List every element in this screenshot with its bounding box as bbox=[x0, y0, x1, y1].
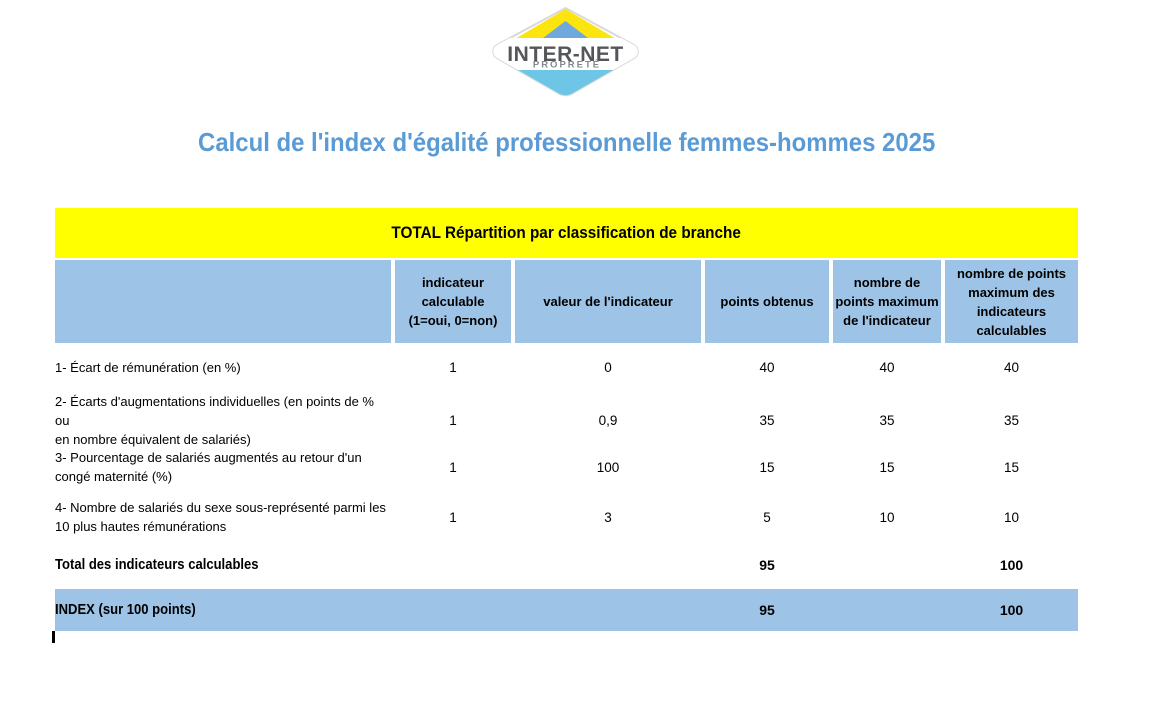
row-label: 1- Écart de rémunération (en %) bbox=[55, 360, 241, 375]
stray-border-mark bbox=[52, 631, 55, 643]
cell-points: 35 bbox=[759, 413, 775, 428]
table-header-row: indicateur calculable (1=oui, 0=non) val… bbox=[55, 260, 1078, 343]
row-label: 4- Nombre de salariés du sexe sous-repré… bbox=[55, 500, 386, 534]
cell-max-calc: 15 bbox=[1003, 459, 1020, 475]
cell-points: 40 bbox=[759, 360, 775, 375]
row-label: 2- Écarts d'augmentations individuelles … bbox=[55, 394, 374, 447]
logo-name: INTER-NET bbox=[507, 43, 624, 66]
cell-valeur: 0,9 bbox=[598, 413, 618, 428]
cell-max-calc: 10 bbox=[1003, 509, 1020, 525]
table-row-indicator-4: 4- Nombre de salariés du sexe sous-repré… bbox=[55, 493, 1078, 541]
cell-max-calc: 35 bbox=[1003, 413, 1020, 428]
logo-white-band bbox=[493, 38, 638, 70]
table-row-index: INDEX (sur 100 points) 95 100 bbox=[55, 589, 1078, 631]
cell-calculable: 1 bbox=[449, 459, 457, 475]
cell-calculable: 1 bbox=[449, 509, 457, 525]
table-banner: TOTAL Répartition par classification de … bbox=[55, 208, 1078, 258]
total-label-cell: Total des indicateurs calculables bbox=[55, 556, 391, 574]
page-title: Calcul de l'index d'égalité professionne… bbox=[55, 127, 1078, 158]
index-label: INDEX (sur 100 points) bbox=[55, 602, 196, 618]
cell-max: 40 bbox=[879, 360, 895, 375]
page-title-text: Calcul de l'index d'égalité professionne… bbox=[197, 127, 936, 157]
total-points: 95 bbox=[759, 557, 775, 573]
table-row-indicator-2: 2- Écarts d'augmentations individuelles … bbox=[55, 392, 1078, 447]
header-cell-max-calc: nombre de points maximum des indicateurs… bbox=[945, 260, 1078, 343]
index-max-calc: 100 bbox=[999, 602, 1024, 618]
internet-proprete-logo: INTER-NET PROPRETÉ bbox=[492, 6, 639, 97]
index-points: 95 bbox=[759, 602, 775, 618]
header-cell-valeur: valeur de l'indicateur bbox=[515, 260, 701, 343]
total-max-calc: 100 bbox=[999, 557, 1024, 573]
header-cell-indicator bbox=[55, 260, 391, 343]
header-cell-points: points obtenus bbox=[705, 260, 829, 343]
cell-points: 5 bbox=[763, 509, 771, 525]
index-label-cell: INDEX (sur 100 points) bbox=[55, 601, 391, 619]
table-banner-text: TOTAL Répartition par classification de … bbox=[391, 223, 742, 242]
table-row-indicator-1: 1- Écart de rémunération (en %) 1 0 40 4… bbox=[55, 343, 1078, 392]
table-row-indicator-3: 3- Pourcentage de salariés augmentés au … bbox=[55, 441, 1078, 493]
cell-max: 15 bbox=[879, 459, 895, 475]
cell-valeur: 3 bbox=[604, 509, 612, 525]
cell-calculable: 1 bbox=[449, 360, 457, 375]
header-cell-max: nombre de points maximum de l'indicateur bbox=[833, 260, 941, 343]
cell-valeur: 0 bbox=[604, 360, 612, 375]
equality-index-table: TOTAL Répartition par classification de … bbox=[55, 208, 1078, 631]
cell-points: 15 bbox=[759, 459, 775, 475]
cell-max: 35 bbox=[879, 413, 895, 428]
logo-cyan-triangle-icon bbox=[494, 70, 637, 96]
logo-subtitle: PROPRETÉ bbox=[533, 60, 601, 71]
header-cell-calculable: indicateur calculable (1=oui, 0=non) bbox=[395, 260, 511, 343]
cell-calculable: 1 bbox=[449, 413, 457, 428]
row-label: 3- Pourcentage de salariés augmentés au … bbox=[55, 450, 362, 484]
cell-max-calc: 40 bbox=[1003, 360, 1020, 375]
cell-max: 10 bbox=[879, 509, 895, 525]
logo-blue-triangle-icon bbox=[543, 21, 588, 38]
table-row-total: Total des indicateurs calculables 95 100 bbox=[55, 541, 1078, 589]
total-label: Total des indicateurs calculables bbox=[55, 557, 259, 573]
cell-valeur: 100 bbox=[596, 459, 620, 475]
